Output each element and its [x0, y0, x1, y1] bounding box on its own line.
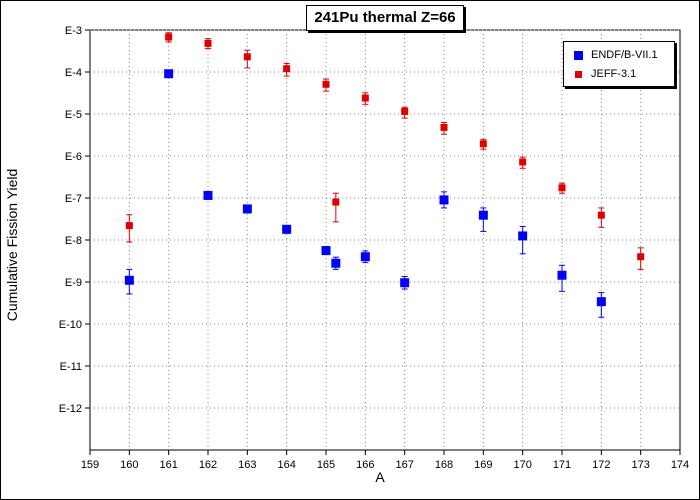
y-tick-label: E-12 [59, 403, 82, 415]
x-tick-label: 167 [395, 459, 413, 471]
y-tick-label: E-10 [59, 319, 82, 331]
x-tick-label: 164 [277, 459, 295, 471]
data-point [165, 33, 173, 41]
y-tick-label: E-4 [65, 67, 82, 79]
data-point [478, 210, 488, 220]
x-tick-label: 165 [317, 459, 335, 471]
x-tick-label: 168 [435, 459, 453, 471]
legend-item-endf: ENDF/B-VII.1 [574, 47, 658, 63]
y-tick-label: E-7 [65, 193, 82, 205]
x-tick-label: 173 [631, 459, 649, 471]
data-point [479, 140, 487, 148]
data-point [361, 94, 369, 102]
data-point [440, 123, 448, 131]
x-tick-label: 169 [474, 459, 492, 471]
x-tick-label: 163 [238, 459, 256, 471]
chart-title: 241Pu thermal Z=66 [306, 5, 464, 31]
data-point [282, 224, 292, 234]
data-point [203, 190, 213, 200]
legend: ENDF/B-VII.1 JEFF-3.1 [563, 41, 675, 87]
x-tick-label: 172 [592, 459, 610, 471]
y-tick-label: E-3 [65, 25, 82, 37]
legend-label-endf: ENDF/B-VII.1 [591, 49, 658, 62]
x-tick-label: 160 [120, 459, 138, 471]
data-point [283, 65, 291, 73]
x-tick-label: 161 [159, 459, 177, 471]
data-point [332, 198, 340, 206]
legend-label-jeff: JEFF-3.1 [591, 68, 637, 81]
data-point [518, 231, 528, 241]
data-point [204, 39, 212, 47]
y-tick-label: E-8 [65, 235, 82, 247]
x-tick-label: 159 [81, 459, 99, 471]
data-point [439, 195, 449, 205]
x-tick-label: 162 [199, 459, 217, 471]
x-tick-label: 166 [356, 459, 374, 471]
data-point [125, 222, 133, 230]
y-axis-label: Cumulative Fission Yield [4, 169, 20, 322]
data-point [637, 253, 645, 261]
data-point [331, 258, 341, 268]
data-point [519, 158, 527, 166]
x-tick-label: 174 [671, 459, 689, 471]
data-point [322, 80, 330, 88]
legend-marker-endf [574, 50, 583, 60]
data-point [243, 53, 251, 61]
x-tick-label: 170 [513, 459, 531, 471]
y-tick-label: E-6 [65, 151, 82, 163]
legend-marker-jeff [575, 70, 582, 78]
data-point [557, 270, 567, 280]
data-point [360, 252, 370, 262]
y-tick-label: E-9 [65, 277, 82, 289]
data-point [242, 204, 252, 214]
y-tick-label: E-5 [65, 109, 82, 121]
data-point [401, 107, 409, 115]
y-tick-label: E-11 [60, 361, 82, 373]
data-point [558, 184, 566, 192]
data-point [164, 69, 174, 79]
data-point [321, 246, 331, 256]
data-point [400, 278, 410, 288]
data-point [124, 275, 134, 285]
legend-item-jeff: JEFF-3.1 [574, 66, 636, 82]
x-axis-label: A [375, 469, 385, 485]
x-tick-label: 171 [553, 459, 571, 471]
data-point [596, 297, 606, 307]
data-point [597, 211, 605, 219]
